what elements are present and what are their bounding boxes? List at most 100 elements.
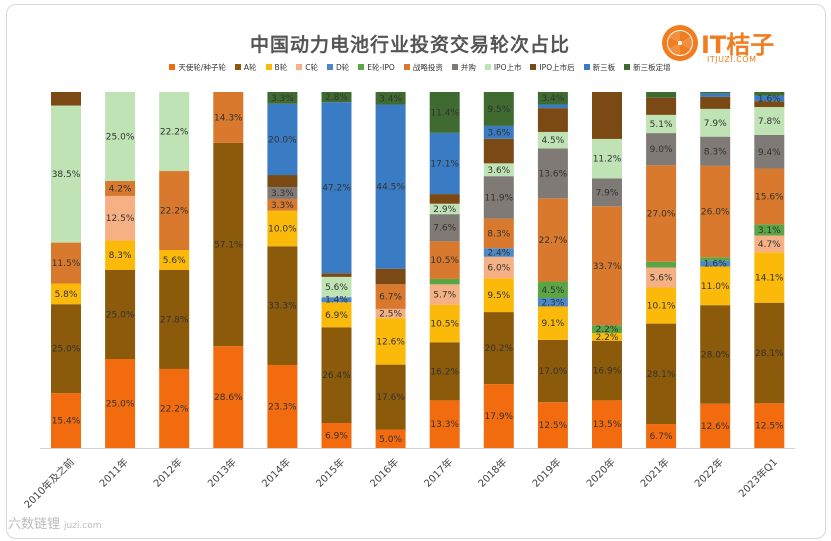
bar-segment	[105, 270, 136, 359]
bar-segment	[537, 131, 568, 149]
data-label: 2.5%	[379, 310, 402, 320]
data-label: 2.8%	[325, 93, 348, 103]
bar-segment	[429, 194, 460, 204]
data-label: 33.7%	[593, 262, 622, 272]
data-label: 6.7%	[379, 293, 402, 303]
bar-segment	[700, 260, 731, 267]
bar-segment	[51, 304, 81, 394]
legend-swatch	[403, 64, 410, 70]
bar-segment	[159, 270, 190, 369]
bar-segment	[592, 332, 622, 341]
data-label: 11.4%	[430, 108, 459, 118]
bar-segment	[537, 104, 568, 109]
bar-segment	[267, 187, 298, 199]
bar-segment	[483, 163, 514, 177]
bar-segment	[754, 92, 785, 96]
data-label: 5.6%	[163, 256, 186, 266]
data-label: 14.1%	[755, 274, 784, 284]
data-label: 16.9%	[593, 367, 622, 377]
bar-segment	[429, 214, 460, 242]
bar-segment	[105, 359, 136, 448]
data-label: 20.2%	[485, 344, 514, 354]
data-label: 14.3%	[214, 113, 243, 123]
bar-segment	[537, 92, 568, 105]
legend-item: 战略投资	[403, 60, 443, 74]
legend-label: A轮	[243, 62, 257, 72]
data-label: 9.4%	[758, 148, 781, 158]
data-label: 11.9%	[485, 193, 514, 203]
legend-label: D轮	[335, 62, 350, 72]
legend-swatch	[484, 64, 491, 70]
bar-segment	[213, 142, 244, 347]
bar-segment	[754, 252, 785, 303]
data-label: 23.3%	[268, 402, 297, 412]
bar-segment	[483, 248, 514, 257]
bar-segment	[267, 198, 298, 211]
x-tick-label: 2011年	[96, 455, 130, 489]
logo-url: ITJUZI.COM	[707, 55, 757, 64]
bar-segment	[51, 393, 81, 448]
data-label: 4.2%	[109, 184, 132, 194]
legend-item: 并购	[451, 60, 476, 74]
data-label: 25.0%	[106, 133, 135, 143]
bar-segment	[105, 195, 136, 241]
legend-label: B轮	[274, 62, 288, 72]
bar-segment	[321, 422, 352, 448]
data-label: 38.5%	[52, 170, 81, 180]
bar-segment	[592, 340, 622, 401]
orange-slice-icon	[662, 25, 698, 61]
data-label: 11.5%	[52, 259, 81, 269]
bar-segment	[483, 138, 514, 164]
data-label: 3.4%	[379, 94, 402, 104]
legend-swatch	[169, 64, 176, 70]
bar-segment	[321, 102, 352, 274]
legend-swatch	[583, 64, 590, 70]
data-label: 16.2%	[430, 367, 459, 377]
legend-swatch	[451, 64, 458, 70]
data-label: 4.5%	[541, 136, 564, 146]
watermark-text: 六数链锂	[8, 517, 61, 532]
x-tick-label: 2013年	[205, 455, 239, 489]
legend-label: 新三板定增	[633, 62, 671, 72]
legend-item: A轮	[234, 60, 257, 74]
bar-segment	[429, 284, 460, 305]
data-label: 22.2%	[160, 404, 189, 414]
data-label: 10.5%	[430, 320, 459, 330]
bar-segment	[375, 429, 406, 448]
bar-segment	[321, 92, 352, 103]
bar-segment	[483, 278, 514, 313]
bar-segment	[159, 171, 190, 251]
bar-segment	[429, 92, 460, 133]
data-label: 13.3%	[430, 420, 459, 430]
bar-segment	[700, 108, 731, 137]
bar-segment	[646, 323, 677, 425]
bar-segment	[646, 267, 677, 288]
data-label: 9.1%	[541, 319, 564, 329]
data-label: 26.4%	[322, 371, 351, 381]
data-label: 3.3%	[271, 94, 294, 104]
bar-segment	[159, 368, 190, 448]
bar-segment	[537, 281, 568, 299]
bar-segment	[754, 134, 785, 169]
x-tick-label: 2017年	[421, 455, 455, 489]
bar-segment	[592, 206, 622, 326]
bar-segment	[592, 400, 622, 448]
bar-segment	[646, 261, 677, 268]
chart-frame	[6, 4, 826, 539]
bar-segment	[754, 235, 785, 253]
data-label: 9.5%	[487, 291, 510, 301]
data-label: 17.6%	[376, 393, 405, 403]
chart-legend: 天使轮/种子轮 A轮 B轮 C轮 D轮 E轮-IPO 战略投资 并购 IPO上市 IPO上市后 新三…	[140, 60, 700, 74]
data-label: 25.0%	[52, 345, 81, 355]
data-label: 5.1%	[650, 120, 673, 130]
data-label: 44.5%	[376, 183, 405, 193]
bar-segment	[537, 198, 568, 282]
data-label: 13.6%	[539, 169, 568, 179]
legend-item: E轮-IPO	[358, 60, 395, 74]
legend-swatch	[296, 64, 303, 70]
bar-segment	[754, 403, 785, 448]
bar-segment	[646, 133, 677, 166]
legend-item: C轮	[296, 60, 318, 74]
legend-item: 天使轮/种子轮	[169, 60, 226, 74]
data-label: 12.6%	[376, 337, 405, 347]
